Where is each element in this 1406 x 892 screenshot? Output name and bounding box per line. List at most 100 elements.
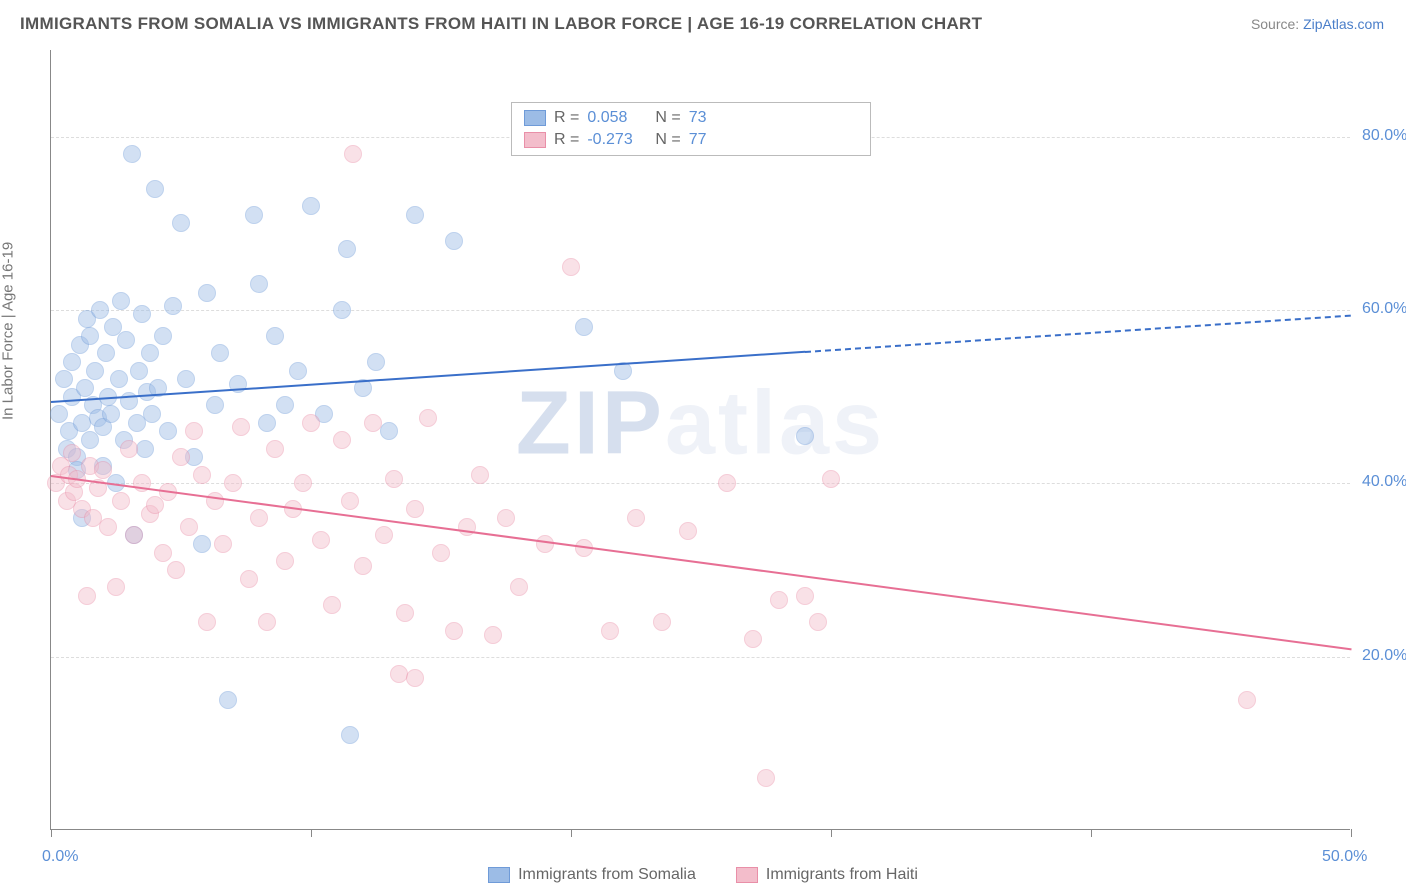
gridline <box>51 483 1350 484</box>
data-point <box>214 535 232 553</box>
data-point <box>302 197 320 215</box>
data-point <box>107 578 125 596</box>
data-point <box>333 301 351 319</box>
data-point <box>484 626 502 644</box>
n-label: N = <box>655 131 680 149</box>
data-point <box>172 214 190 232</box>
data-point <box>445 622 463 640</box>
data-point <box>102 405 120 423</box>
data-point <box>112 292 130 310</box>
data-point <box>757 769 775 787</box>
data-point <box>185 422 203 440</box>
data-point <box>206 396 224 414</box>
data-point <box>289 362 307 380</box>
data-point <box>143 405 161 423</box>
data-point <box>97 344 115 362</box>
stats-swatch <box>524 132 546 148</box>
data-point <box>344 145 362 163</box>
data-point <box>141 344 159 362</box>
data-point <box>177 370 195 388</box>
x-tick-mark <box>311 829 312 837</box>
y-tick-label: 80.0% <box>1362 127 1406 145</box>
x-tick-mark <box>571 829 572 837</box>
data-point <box>323 596 341 614</box>
data-point <box>1238 691 1256 709</box>
data-point <box>312 531 330 549</box>
data-point <box>375 526 393 544</box>
data-point <box>250 509 268 527</box>
data-point <box>406 500 424 518</box>
y-tick-label: 60.0% <box>1362 300 1406 318</box>
data-point <box>211 344 229 362</box>
n-value: 77 <box>689 131 749 149</box>
source-attribution: Source: ZipAtlas.com <box>1251 16 1384 32</box>
data-point <box>198 613 216 631</box>
data-point <box>232 418 250 436</box>
plot-area: ZIPatlas R =0.058N =73R =-0.273N =77 <box>50 50 1350 830</box>
chart-title: IMMIGRANTS FROM SOMALIA VS IMMIGRANTS FR… <box>20 14 982 34</box>
watermark: ZIPatlas <box>516 372 885 475</box>
data-point <box>136 440 154 458</box>
stats-row: R =0.058N =73 <box>520 107 862 129</box>
trend-line <box>51 475 1351 650</box>
legend-item-haiti: Immigrants from Haiti <box>736 866 918 884</box>
data-point <box>266 327 284 345</box>
data-point <box>78 587 96 605</box>
data-point <box>120 440 138 458</box>
data-point <box>167 561 185 579</box>
data-point <box>154 544 172 562</box>
stats-legend: R =0.058N =73R =-0.273N =77 <box>511 102 871 156</box>
data-point <box>385 470 403 488</box>
data-point <box>240 570 258 588</box>
data-point <box>266 440 284 458</box>
data-point <box>364 414 382 432</box>
gridline <box>51 310 1350 311</box>
data-point <box>193 466 211 484</box>
data-point <box>276 396 294 414</box>
x-tick-mark <box>1351 829 1352 837</box>
data-point <box>258 414 276 432</box>
r-value: 0.058 <box>587 109 647 127</box>
source-prefix: Source: <box>1251 16 1303 32</box>
r-label: R = <box>554 131 579 149</box>
data-point <box>146 180 164 198</box>
data-point <box>809 613 827 631</box>
data-point <box>341 492 359 510</box>
x-tick-label: 50.0% <box>1322 848 1367 866</box>
data-point <box>718 474 736 492</box>
data-point <box>130 362 148 380</box>
trend-line <box>51 351 805 403</box>
data-point <box>50 405 68 423</box>
trend-line <box>805 314 1351 352</box>
data-point <box>94 461 112 479</box>
watermark-atlas: atlas <box>665 373 885 473</box>
data-point <box>250 275 268 293</box>
data-point <box>354 557 372 575</box>
stats-row: R =-0.273N =77 <box>520 129 862 151</box>
data-point <box>245 206 263 224</box>
data-point <box>367 353 385 371</box>
data-point <box>110 370 128 388</box>
legend-bottom: Immigrants from Somalia Immigrants from … <box>0 866 1406 884</box>
stats-swatch <box>524 110 546 126</box>
data-point <box>123 145 141 163</box>
data-point <box>822 470 840 488</box>
data-point <box>627 509 645 527</box>
y-tick-label: 40.0% <box>1362 473 1406 491</box>
data-point <box>744 630 762 648</box>
data-point <box>471 466 489 484</box>
data-point <box>575 318 593 336</box>
data-point <box>172 448 190 466</box>
data-point <box>333 431 351 449</box>
x-tick-label: 0.0% <box>42 848 78 866</box>
legend-swatch-haiti <box>736 867 758 883</box>
data-point <box>601 622 619 640</box>
data-point <box>164 297 182 315</box>
data-point <box>536 535 554 553</box>
y-axis-title: In Labor Force | Age 16-19 <box>0 242 17 420</box>
data-point <box>63 353 81 371</box>
watermark-zip: ZIP <box>516 373 665 473</box>
source-link[interactable]: ZipAtlas.com <box>1303 16 1384 32</box>
data-point <box>224 474 242 492</box>
x-tick-mark <box>1091 829 1092 837</box>
